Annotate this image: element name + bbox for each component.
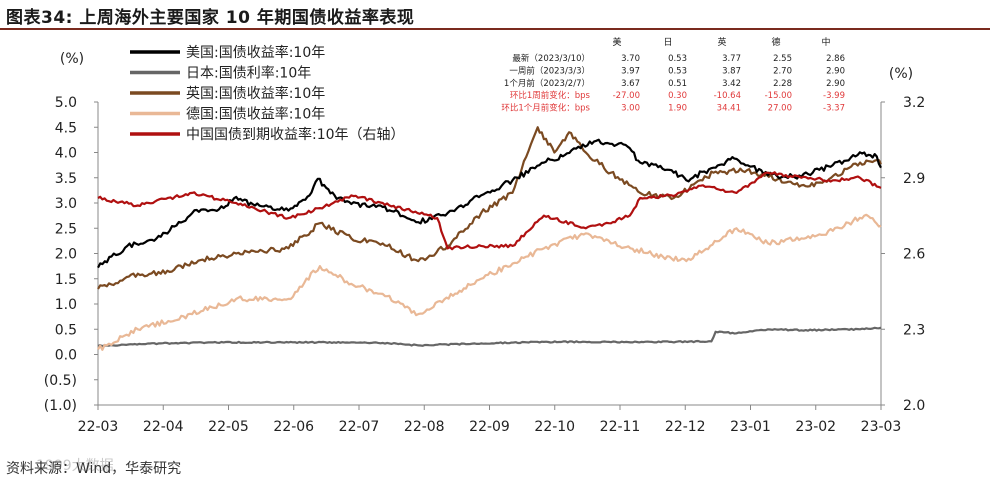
left-tick-label: 1.5 — [55, 272, 77, 288]
table-cell: -10.64 — [714, 91, 741, 101]
series-line-jp — [97, 326, 882, 348]
series-line-de — [97, 213, 882, 351]
x-tick-label: 23-01 — [730, 419, 771, 435]
summary-table: 美 日 英 德 中最新（2023/3/10） 3.70 0.53 3.77 2.55 2.86 一周… — [501, 36, 845, 114]
legend-label-uk: 英国:国债收益率:10年 — [186, 85, 325, 102]
table-cell: 0.53 — [668, 54, 687, 64]
table-cell: 2.55 — [773, 54, 792, 64]
right-tick-label: 3.2 — [903, 95, 925, 111]
left-tick-label: 4.0 — [55, 146, 77, 162]
x-tick-label: 22-06 — [273, 419, 314, 435]
left-tick-label: (0.5) — [44, 373, 77, 389]
table-cell: -3.99 — [823, 91, 845, 101]
table-cell: 3.00 — [621, 104, 640, 114]
left-tick-label: 3.5 — [55, 171, 77, 187]
right-axis-unit: (%) — [889, 66, 913, 82]
left-tick-label: 0.5 — [55, 322, 77, 338]
table-cell: 3.77 — [722, 54, 741, 64]
table-cell: 0.51 — [668, 79, 687, 89]
table-header-0: 美 — [612, 36, 621, 48]
table-row-label: 环比1周前变化：bps — [510, 90, 591, 101]
x-tick-label: 22-12 — [665, 419, 706, 435]
table-cell: -27.00 — [613, 91, 640, 101]
left-axis-unit: (%) — [60, 51, 84, 67]
x-tick-label: 22-05 — [208, 419, 249, 435]
table-cell: 0.30 — [668, 91, 687, 101]
table-row-label: 最新（2023/3/10） — [512, 53, 590, 64]
right-tick-label: 2.6 — [903, 247, 925, 263]
table-header-3: 德 — [771, 36, 780, 48]
table-row-label: 1个月前（2023/2/7） — [504, 78, 590, 89]
table-cell: 34.41 — [717, 104, 741, 114]
table-cell: 1.90 — [668, 104, 687, 114]
series-line-cn — [97, 171, 882, 251]
table-row-label: 一周前（2023/3/3） — [509, 65, 590, 76]
series-lines — [97, 126, 882, 351]
table-cell: 3.67 — [621, 79, 640, 89]
table-cell: 2.28 — [773, 79, 792, 89]
series-line-us — [97, 138, 882, 269]
left-tick-label: 2.0 — [55, 247, 77, 263]
table-cell: 2.90 — [826, 79, 845, 89]
legend-label-cn: 中国国债到期收益率:10年（右轴） — [186, 126, 405, 143]
left-tick-label: 5.0 — [55, 95, 77, 111]
table-header-2: 英 — [717, 36, 726, 48]
table-cell: 2.86 — [826, 54, 845, 64]
table-header-4: 中 — [821, 36, 830, 48]
table-cell: 0.53 — [668, 66, 687, 76]
yield-chart: (%) (%) 5.0 4.5 4.0 3.5 3.0 2.5 2.0 1.5 1.0 0.5 0.… — [44, 36, 926, 435]
chart-title: 图表34: 上周海外主要国家 10 年期国债收益率表现 — [6, 8, 415, 28]
left-tick-label: 1.0 — [55, 297, 77, 313]
title-bar: 图表34: 上周海外主要国家 10 年期国债收益率表现 — [0, 0, 990, 30]
left-tick-label: 3.0 — [55, 196, 77, 212]
x-tick-label: 22-07 — [339, 419, 380, 435]
left-tick-label: 0.0 — [55, 348, 77, 364]
right-tick-label: 2.9 — [903, 171, 925, 187]
x-tick-label: 22-09 — [469, 419, 510, 435]
table-cell: 3.97 — [621, 66, 640, 76]
legend-label-de: 德国:国债收益率:10年 — [186, 106, 325, 123]
x-tick-label: 22-10 — [534, 419, 575, 435]
legend-label-jp: 日本:国债利率:10年 — [186, 65, 311, 82]
table-cell: 3.42 — [722, 79, 741, 89]
right-tick-label: 2.0 — [903, 398, 925, 414]
left-tick-label: (1.0) — [44, 398, 77, 414]
table-cell: -3.37 — [823, 104, 845, 114]
table-header-1: 日 — [663, 37, 672, 48]
watermark: 1999大数据 — [36, 458, 114, 474]
source-note: 资料来源：Wind，华泰研究 — [6, 461, 182, 477]
table-cell: 2.90 — [826, 66, 845, 76]
table-cell: 2.70 — [773, 66, 792, 76]
title-rule — [0, 28, 990, 30]
axes: 5.0 4.5 4.0 3.5 3.0 2.5 2.0 1.5 1.0 0.5 0.0 (0.5) (1… — [44, 95, 926, 435]
right-tick-label: 2.3 — [903, 322, 925, 338]
x-tick-label: 22-08 — [404, 419, 445, 435]
x-tick-label: 22-03 — [78, 419, 119, 435]
left-tick-label: 4.5 — [55, 120, 77, 136]
x-tick-label: 23-03 — [861, 419, 902, 435]
table-cell: 27.00 — [768, 104, 792, 114]
x-tick-label: 22-04 — [143, 419, 184, 435]
legend: 美国:国债收益率:10年日本:国债利率:10年英国:国债收益率:10年德国:国债… — [130, 44, 405, 143]
table-cell: 3.70 — [621, 54, 640, 64]
table-row-label: 环比1个月前变化：bps — [501, 103, 590, 114]
legend-label-us: 美国:国债收益率:10年 — [186, 44, 325, 61]
table-cell: -15.00 — [765, 91, 792, 101]
x-tick-label: 23-02 — [795, 419, 836, 435]
series-line-uk — [97, 126, 882, 290]
table-cell: 3.87 — [722, 66, 741, 76]
left-tick-label: 2.5 — [55, 221, 77, 237]
x-tick-label: 22-11 — [600, 419, 641, 435]
